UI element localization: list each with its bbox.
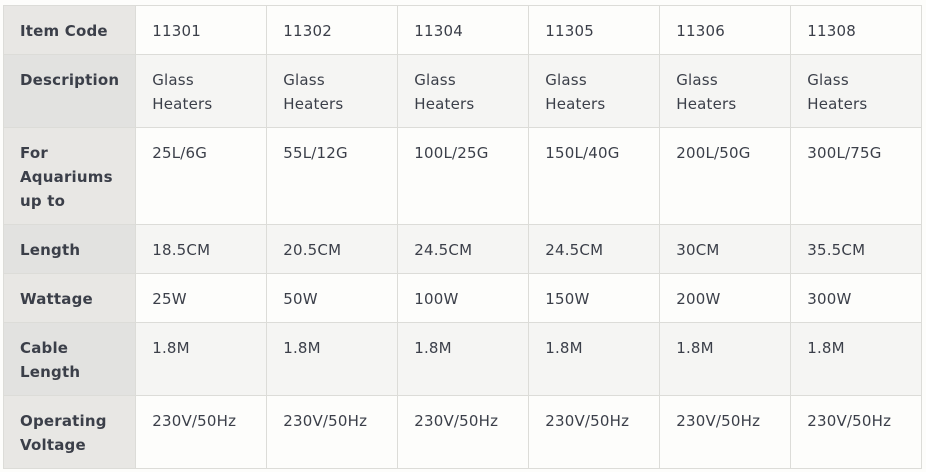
- row-header: Description: [2, 54, 137, 128]
- table-cell: 230V/50Hz: [135, 395, 268, 469]
- table-cell: Glass Heaters: [135, 54, 268, 128]
- table-cell: 1.8M: [659, 322, 792, 396]
- row-header: Item Code: [2, 5, 137, 55]
- table-cell: 20.5CM: [266, 224, 399, 274]
- table-cell: 11304: [397, 5, 530, 55]
- table-cell: 11302: [266, 5, 399, 55]
- table-cell: 50W: [266, 273, 399, 323]
- table-cell: 230V/50Hz: [790, 395, 923, 469]
- table-cell: 200L/50G: [659, 127, 792, 225]
- table-cell: Glass Heaters: [790, 54, 923, 128]
- table-cell: Glass Heaters: [659, 54, 792, 128]
- table-cell: 11308: [790, 5, 923, 55]
- table-cell: 55L/12G: [266, 127, 399, 225]
- table-cell: 230V/50Hz: [528, 395, 661, 469]
- table-cell: 25W: [135, 273, 268, 323]
- table-cell: 300W: [790, 273, 923, 323]
- table-cell: 230V/50Hz: [266, 395, 399, 469]
- row-header: For Aquariums up to: [2, 127, 137, 225]
- table-row: Item Code 11301 11302 11304 11305 11306 11308: [2, 5, 923, 55]
- table-cell: 230V/50Hz: [659, 395, 792, 469]
- table-cell: 35.5CM: [790, 224, 923, 274]
- table-cell: 1.8M: [790, 322, 923, 396]
- table-cell: 24.5CM: [528, 224, 661, 274]
- table-cell: 30CM: [659, 224, 792, 274]
- table-cell: 1.8M: [397, 322, 530, 396]
- table-cell: 100L/25G: [397, 127, 530, 225]
- table-row: Description Glass Heaters Glass Heaters Gla…: [2, 54, 923, 128]
- table-cell: 24.5CM: [397, 224, 530, 274]
- table-row: Operating Voltage 230V/50Hz 230V/50Hz 230V/…: [2, 395, 923, 469]
- table-cell: 25L/6G: [135, 127, 268, 225]
- table-row: Cable Length 1.8M 1.8M 1.8M 1.8M 1.8M 1.8M: [2, 322, 923, 396]
- table-cell: 1.8M: [135, 322, 268, 396]
- table-cell: 230V/50Hz: [397, 395, 530, 469]
- table-cell: 11306: [659, 5, 792, 55]
- table-cell: 18.5CM: [135, 224, 268, 274]
- spec-table: Item Code 11301 11302 11304 11305 11306 11308 D…: [2, 5, 923, 469]
- table-cell: Glass Heaters: [528, 54, 661, 128]
- table-cell: Glass Heaters: [397, 54, 530, 128]
- table-row: Wattage 25W 50W 100W 150W 200W 300W: [2, 273, 923, 323]
- table-cell: 11301: [135, 5, 268, 55]
- table-cell: 1.8M: [266, 322, 399, 396]
- row-header: Cable Length: [2, 322, 137, 396]
- row-header: Operating Voltage: [2, 395, 137, 469]
- row-header: Wattage: [2, 273, 137, 323]
- table-cell: 150W: [528, 273, 661, 323]
- table-cell: 150L/40G: [528, 127, 661, 225]
- table-cell: 300L/75G: [790, 127, 923, 225]
- row-header: Length: [2, 224, 137, 274]
- table-cell: Glass Heaters: [266, 54, 399, 128]
- table-row: For Aquariums up to 25L/6G 55L/12G 100L/25G…: [2, 127, 923, 225]
- table-row: Length 18.5CM 20.5CM 24.5CM 24.5CM 30CM 35.5CM: [2, 224, 923, 274]
- table-cell: 200W: [659, 273, 792, 323]
- table-cell: 11305: [528, 5, 661, 55]
- table-cell: 100W: [397, 273, 530, 323]
- table-cell: 1.8M: [528, 322, 661, 396]
